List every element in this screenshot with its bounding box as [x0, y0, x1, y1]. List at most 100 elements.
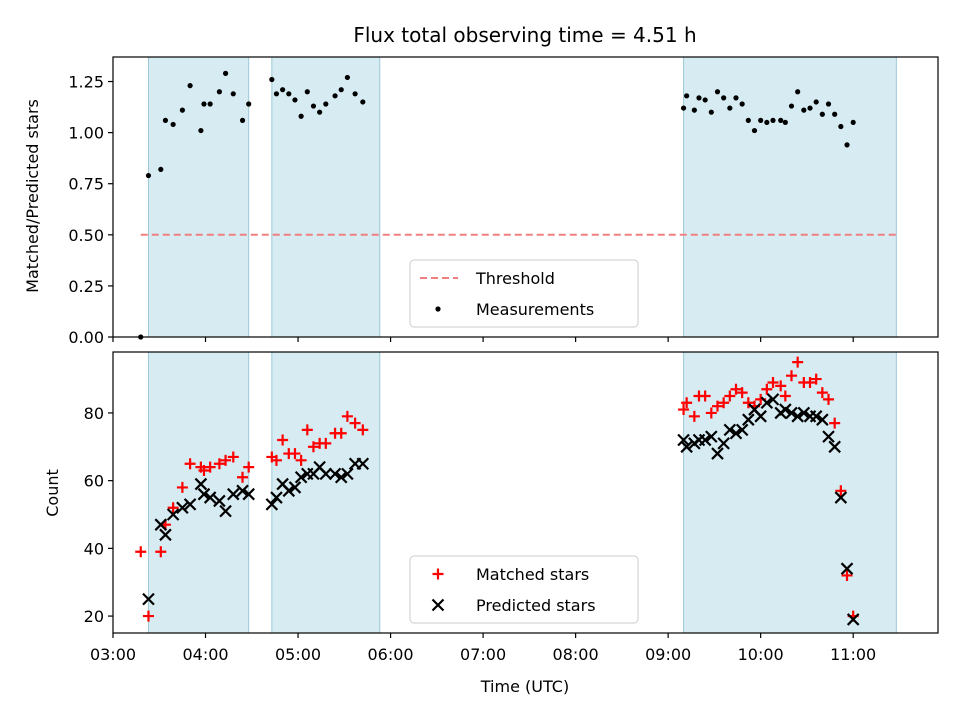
- y-tick-label: 0.00: [68, 328, 104, 347]
- measurement-point: [844, 142, 850, 148]
- predicted-star-point: [723, 423, 737, 437]
- matched-star-point: [335, 427, 347, 439]
- predicted-star-point: [779, 403, 792, 416]
- matched-star-point: [349, 417, 361, 429]
- measurement-point: [170, 121, 176, 128]
- measurement-point: [758, 117, 764, 123]
- predicted-star-point: [176, 501, 189, 515]
- measurement-point: [216, 89, 223, 95]
- measurement-point: [825, 101, 832, 107]
- y-tick-label: 40: [84, 539, 104, 558]
- matched-star-point: [213, 458, 225, 470]
- measurement-point: [684, 93, 690, 99]
- matched-star-point: [301, 424, 313, 436]
- predicted-star-point: [834, 491, 848, 504]
- observing-window: [271, 56, 381, 338]
- matched-star-point: [295, 454, 307, 466]
- predicted-star-point: [242, 487, 255, 501]
- measurement-point: [201, 101, 207, 107]
- measurement-point: [714, 89, 721, 95]
- y-tick-label: 1.00: [68, 124, 104, 143]
- matched-star-point: [767, 376, 779, 388]
- legend-box: [409, 555, 639, 624]
- matched-star-point: [835, 485, 847, 497]
- matched-star-point: [736, 387, 748, 399]
- x-tick-label: 06:00: [368, 645, 414, 664]
- matched-star-point: [142, 610, 154, 622]
- x-tick-label: 05:00: [275, 645, 321, 664]
- measurement-point: [360, 99, 366, 105]
- predicted-star-point: [760, 396, 774, 410]
- bottom-panel: 20 40 60 80 03:00 04:00 05:00 06:00 07:00 08:00 09…: [84, 351, 939, 664]
- predicted-star-point: [809, 410, 823, 423]
- matched-star-point: [724, 390, 736, 402]
- y-tick-label: 0.50: [68, 226, 104, 245]
- measurement-point: [187, 83, 193, 89]
- predicted-star-point: [735, 423, 749, 437]
- x-tick-label: 03:00: [90, 645, 136, 664]
- matched-star-point: [198, 464, 210, 476]
- y-tick-label: 0.75: [68, 175, 104, 194]
- predicted-star-point: [319, 467, 333, 481]
- measurement-point: [691, 107, 697, 113]
- measurement-point: [304, 89, 310, 95]
- measurement-point: [708, 109, 714, 115]
- matched-star-point: [711, 400, 723, 412]
- measurement-point: [770, 117, 776, 123]
- legend-label: Matched stars: [476, 565, 589, 584]
- matched-star-point: [678, 404, 690, 416]
- matched-star-point: [823, 393, 835, 405]
- matched-star-point: [730, 383, 742, 395]
- matched-star-point: [220, 454, 232, 466]
- predicted-star-point: [785, 406, 798, 420]
- predicted-star-point: [334, 470, 348, 484]
- measurement-point: [721, 95, 727, 101]
- matched-star-point: [237, 471, 249, 483]
- matched-star-point: [155, 546, 167, 558]
- predicted-star-point: [680, 440, 693, 454]
- predicted-star-point: [236, 484, 249, 498]
- predicted-star-point: [183, 498, 197, 511]
- predicted-star-point: [265, 498, 279, 511]
- measurement-point: [727, 105, 733, 111]
- top-y-axis-label: Matched/Predicted stars: [23, 99, 42, 293]
- measurement-point: [832, 111, 838, 117]
- measurement-point: [745, 117, 751, 123]
- matched-star-point: [270, 454, 282, 466]
- matched-star-point: [289, 448, 301, 460]
- legend: Matched stars Predicted stars: [409, 555, 639, 624]
- matched-star-point: [167, 502, 179, 514]
- y-tick-label: 0.25: [68, 277, 104, 296]
- predicted-star-point: [742, 413, 755, 426]
- measurement-point: [198, 127, 204, 134]
- legend-label: Predicted stars: [476, 596, 596, 615]
- measurement-point: [332, 93, 338, 99]
- matched-star-point: [320, 437, 332, 449]
- predicted-star-point: [341, 467, 354, 481]
- matched-star-point: [184, 458, 196, 470]
- x-tick-label: 08:00: [553, 645, 599, 664]
- predicted-star-point: [754, 410, 767, 423]
- predicted-star-point: [197, 487, 211, 501]
- predicted-star-point: [846, 613, 860, 626]
- matched-star-point: [227, 451, 239, 463]
- measurement-point: [280, 87, 286, 93]
- measurement-point: [286, 91, 292, 97]
- measurement-point: [850, 119, 856, 126]
- y-tick-label: 60: [84, 472, 104, 491]
- predicted-star-point: [698, 433, 712, 447]
- measurement-point: [838, 123, 844, 130]
- matched-star-point: [705, 407, 717, 419]
- measurement-point: [702, 97, 708, 103]
- matched-star-point: [786, 370, 798, 382]
- predicted-star-point: [791, 410, 804, 423]
- predicted-star-point: [159, 528, 172, 542]
- predicted-star-point: [282, 484, 296, 498]
- legend-predicted-marker: [431, 598, 445, 612]
- predicted-star-point: [154, 518, 168, 531]
- predicted-star-point: [705, 430, 718, 443]
- predicted-star-point: [288, 481, 302, 494]
- legend-box: [409, 259, 639, 328]
- matched-star-point: [681, 397, 693, 409]
